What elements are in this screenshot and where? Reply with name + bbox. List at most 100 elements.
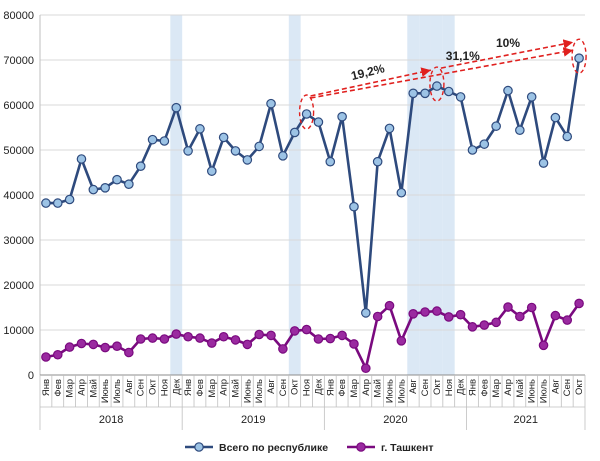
- data-point: [467, 145, 478, 155]
- data-point: [550, 310, 561, 321]
- x-tick-label: Окт: [290, 378, 301, 395]
- data-point: [420, 88, 430, 99]
- data-point: [278, 151, 288, 161]
- data-point: [455, 92, 466, 102]
- x-tick-label: Фев: [479, 379, 490, 397]
- data-point: [266, 330, 276, 341]
- data-point: [76, 154, 87, 164]
- data-point: [124, 179, 134, 189]
- x-tick-label: Мар: [207, 379, 218, 398]
- x-tick-label: Июль: [112, 379, 123, 403]
- data-point: [206, 338, 217, 348]
- data-point: [361, 363, 371, 374]
- x-tick-label: Фев: [195, 379, 206, 397]
- data-point: [135, 334, 146, 344]
- data-point: [242, 339, 253, 350]
- x-tick-label: Сен: [562, 379, 573, 396]
- data-point: [538, 158, 549, 168]
- legend-item-2: г. Ташкент: [347, 442, 433, 454]
- data-point: [313, 117, 324, 127]
- y-tick-label: 20000: [3, 280, 34, 292]
- x-tick-label: Май: [230, 379, 241, 398]
- y-tick-label: 30000: [3, 235, 34, 247]
- x-tick-label: Июль: [254, 379, 265, 403]
- data-point: [183, 331, 193, 342]
- x-tick-label: Мар: [491, 379, 502, 398]
- x-tick-label: Дек: [171, 378, 182, 395]
- x-tick-label: Авг: [408, 378, 419, 393]
- y-tick-label: 0: [28, 370, 34, 382]
- data-point: [135, 161, 146, 171]
- x-tick-label: Фев: [337, 379, 348, 397]
- data-point: [361, 308, 371, 318]
- data-point: [574, 53, 584, 63]
- data-point: [112, 341, 122, 351]
- x-tick-label: Сен: [420, 379, 431, 396]
- x-tick-label: Июнь: [527, 379, 538, 403]
- data-point: [230, 146, 241, 156]
- growth-arrow: [440, 39, 574, 69]
- legend-marker: [194, 442, 204, 452]
- grid-lines: [39, 14, 585, 376]
- series-line: [45, 58, 581, 315]
- data-point: [526, 92, 537, 102]
- data-point: [515, 311, 525, 322]
- x-tick-label: Янв: [183, 379, 194, 396]
- x-tick-label: Апр: [219, 379, 230, 396]
- data-point: [171, 102, 182, 113]
- year-label: 2020: [383, 414, 407, 426]
- data-point: [159, 334, 170, 344]
- data-point: [562, 315, 573, 325]
- x-tick-label: Ноя: [302, 379, 313, 396]
- data-point: [88, 184, 99, 195]
- data-point: [266, 98, 276, 109]
- data-point: [289, 326, 300, 336]
- data-point: [147, 134, 158, 145]
- x-tick-label: Июнь: [100, 379, 111, 403]
- data-point: [479, 139, 490, 149]
- data-point: [503, 302, 513, 312]
- data-point: [491, 121, 501, 131]
- x-tick-label: Июль: [539, 379, 550, 403]
- legend-item-1: Всего по республике: [185, 442, 328, 454]
- y-tick-label: 60000: [3, 100, 34, 112]
- x-tick-label: Мар: [65, 379, 76, 398]
- x-tick-label: Авг: [550, 378, 561, 393]
- data-point: [337, 330, 347, 341]
- data-point: [420, 307, 430, 317]
- legend-marker: [356, 442, 366, 452]
- data-point: [41, 198, 51, 208]
- data-point: [372, 311, 383, 322]
- legend-label: г. Ташкент: [381, 442, 433, 454]
- x-tick-label: Янв: [325, 379, 336, 396]
- data-point: [124, 347, 134, 358]
- highlight-ellipse: [571, 38, 587, 74]
- series-2: [41, 298, 584, 374]
- data-point: [443, 86, 454, 97]
- x-tick-label: Дек: [456, 378, 467, 395]
- data-point: [88, 339, 99, 350]
- legend: Всего по республике г. Ташкент: [185, 442, 433, 454]
- data-point: [218, 132, 229, 143]
- data-point: [455, 309, 466, 320]
- data-point: [515, 125, 525, 135]
- y-tick-label: 80000: [3, 10, 34, 22]
- data-point: [64, 194, 75, 205]
- data-point: [230, 335, 241, 345]
- growth-arrow: [310, 67, 432, 97]
- data-point: [432, 306, 442, 316]
- y-tick-label: 40000: [3, 190, 34, 202]
- data-point: [408, 88, 419, 99]
- data-point: [52, 349, 63, 360]
- x-tick-label: Янв: [467, 379, 478, 396]
- data-point: [301, 109, 312, 119]
- data-point: [396, 335, 407, 346]
- data-point: [112, 174, 122, 185]
- data-point: [384, 123, 395, 134]
- data-point: [159, 136, 170, 146]
- x-tick-label: Окт: [432, 378, 443, 395]
- data-point: [550, 112, 561, 123]
- data-point: [254, 329, 264, 340]
